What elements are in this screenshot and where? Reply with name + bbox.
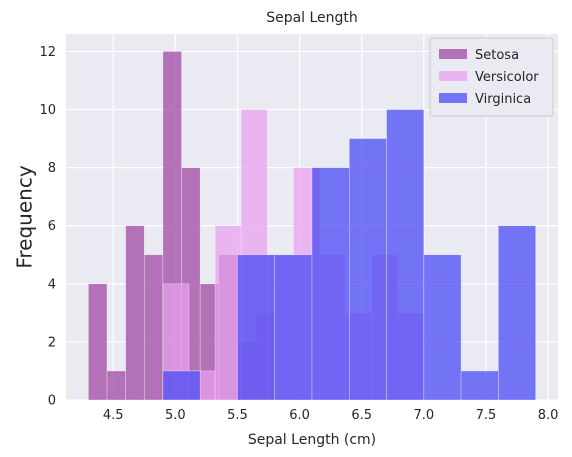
histogram-bar bbox=[162, 370, 201, 401]
histogram-bar bbox=[88, 283, 108, 401]
x-tick-label: 5.0 bbox=[165, 408, 186, 423]
legend-label: Setosa bbox=[475, 48, 519, 63]
histogram-bar bbox=[498, 225, 536, 401]
y-tick-label: 8 bbox=[48, 161, 56, 176]
y-tick-label: 4 bbox=[48, 277, 56, 292]
y-tick-label: 10 bbox=[39, 103, 56, 118]
y-tick-label: 6 bbox=[48, 219, 56, 234]
legend-swatch bbox=[439, 49, 467, 59]
x-tick-label: 7.0 bbox=[413, 408, 434, 423]
legend-items: Setosa Versicolor Virginica bbox=[439, 48, 539, 107]
chart-title: Sepal Length bbox=[266, 10, 358, 26]
histogram-bar bbox=[106, 370, 126, 401]
x-tick-label: 6.0 bbox=[289, 408, 310, 423]
bars-layer bbox=[88, 51, 536, 401]
x-tick-label: 8.0 bbox=[538, 408, 559, 423]
histogram-bar bbox=[386, 109, 425, 401]
histogram-bar bbox=[237, 254, 276, 401]
y-tick-label: 12 bbox=[39, 45, 56, 60]
y-tick-label: 0 bbox=[48, 394, 56, 409]
histogram-bar bbox=[143, 254, 164, 401]
legend-label: Versicolor bbox=[475, 70, 539, 85]
histogram-bar bbox=[274, 254, 313, 401]
histogram-bar bbox=[460, 370, 499, 401]
x-tick-label: 4.5 bbox=[103, 408, 124, 423]
y-axis-label: Frequency bbox=[13, 165, 37, 268]
y-tick-label: 2 bbox=[48, 335, 56, 350]
x-axis-label: Sepal Length (cm) bbox=[248, 432, 376, 448]
legend-label: Virginica bbox=[475, 92, 531, 107]
x-tick-label: 5.5 bbox=[227, 408, 248, 423]
histogram-bar bbox=[423, 254, 462, 401]
series-virginica bbox=[162, 109, 536, 401]
legend: Setosa Versicolor Virginica bbox=[429, 37, 554, 117]
legend-swatch bbox=[439, 93, 467, 103]
histogram-bar bbox=[311, 167, 350, 401]
x-tick-labels: 4.5 5.0 5.5 6.0 6.5 7.0 7.5 8.0 bbox=[103, 408, 559, 423]
x-tick-label: 6.5 bbox=[351, 408, 372, 423]
histogram-bar bbox=[125, 225, 145, 401]
histogram-bar bbox=[348, 138, 387, 401]
legend-swatch bbox=[439, 71, 467, 81]
x-tick-label: 7.5 bbox=[476, 408, 497, 423]
y-tick-labels: 0 2 4 6 8 10 12 bbox=[39, 45, 56, 409]
